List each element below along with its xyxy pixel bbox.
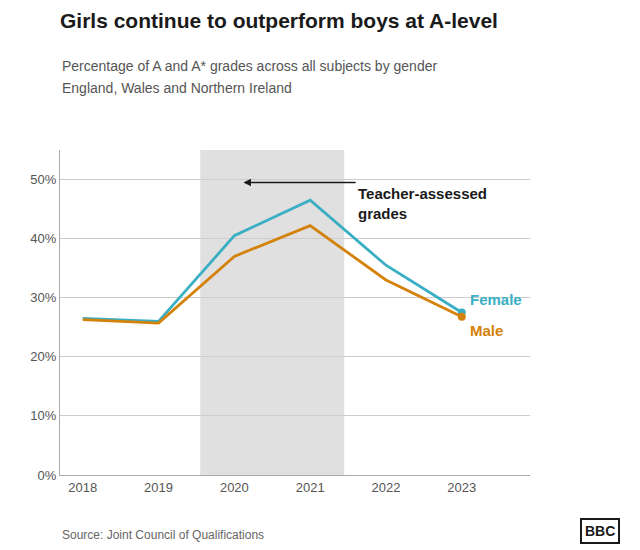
svg-text:Teacher-assessedgrades: Teacher-assessedgrades <box>358 185 487 222</box>
svg-text:30%: 30% <box>30 290 56 305</box>
svg-text:Female: Female <box>470 291 522 308</box>
svg-text:2023: 2023 <box>447 480 476 495</box>
svg-text:10%: 10% <box>30 408 56 423</box>
svg-text:50%: 50% <box>30 172 56 187</box>
svg-text:Percentage of A and A* grades: Percentage of A and A* grades across all… <box>62 58 437 74</box>
svg-text:2020: 2020 <box>220 480 249 495</box>
svg-text:40%: 40% <box>30 231 56 246</box>
svg-text:2019: 2019 <box>144 480 173 495</box>
svg-text:2018: 2018 <box>68 480 97 495</box>
svg-text:Girls continue to outperform b: Girls continue to outperform boys at A-l… <box>60 9 498 32</box>
svg-text:England, Wales and Northern Ir: England, Wales and Northern Ireland <box>62 80 292 96</box>
svg-text:Source: Joint Council of Quali: Source: Joint Council of Qualifications <box>62 528 264 542</box>
svg-text:0%: 0% <box>38 468 57 483</box>
svg-text:20%: 20% <box>30 349 56 364</box>
svg-text:2021: 2021 <box>296 480 325 495</box>
svg-text:BBC: BBC <box>585 523 615 539</box>
svg-text:Male: Male <box>470 322 503 339</box>
svg-text:2022: 2022 <box>372 480 401 495</box>
